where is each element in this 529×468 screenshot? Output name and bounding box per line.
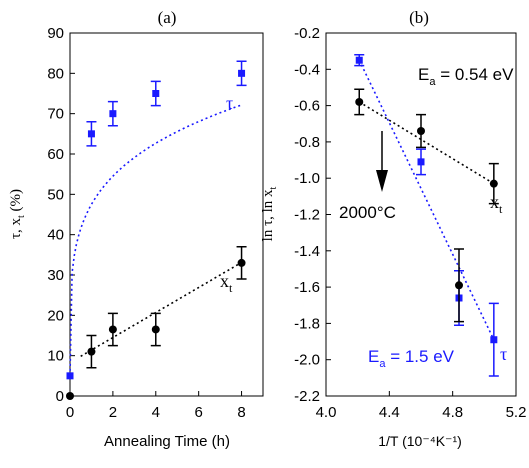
panel-b-point-tau bbox=[417, 158, 425, 166]
panel-a-ytick-label: 50 bbox=[47, 186, 64, 203]
panel-a-ytick-label: 20 bbox=[47, 307, 64, 324]
panel-a-point-tau bbox=[152, 90, 160, 97]
panel-a-ytick-label: 90 bbox=[47, 25, 64, 42]
panel-b-point-tau bbox=[490, 336, 498, 344]
panel-b-ytick-label: -1.4 bbox=[294, 243, 320, 260]
panel-b-ytick-label: -0.6 bbox=[294, 98, 320, 115]
panel-a-series bbox=[66, 60, 247, 400]
panel-a-ytick-label: 80 bbox=[47, 65, 64, 82]
panel-a-xlabel: Annealing Time (h) bbox=[104, 433, 230, 450]
panel-a-xt-series-label: xt bbox=[220, 271, 233, 295]
panel-a-ylabel: τ, xt (%) bbox=[8, 189, 27, 239]
panel-a-xtick-label: 4 bbox=[152, 404, 160, 421]
panel-b-point-xt bbox=[489, 179, 498, 188]
panel-b-ylabel: ln τ, ln xt bbox=[260, 186, 279, 241]
panel-b-point-tau bbox=[355, 56, 363, 64]
panel-b-ytick-label: -0.2 bbox=[294, 25, 320, 42]
panel-a-point-tau bbox=[109, 110, 117, 118]
panel-a-xtick-label: 0 bbox=[66, 404, 74, 421]
panel-b-xtick-label: 4.0 bbox=[316, 404, 337, 421]
panel-a-ytick-label: 0 bbox=[56, 388, 64, 405]
panel-b: (b) 4.0 4.4 4.8 5.2 -0.2 -0.4 -0.6 -0.8 -1.0 -1.2… bbox=[260, 8, 526, 449]
panel-b-fit-line bbox=[358, 59, 495, 341]
temperature-annotation: 2000°C bbox=[339, 203, 396, 222]
panel-a-point-tau bbox=[66, 372, 74, 380]
panel-a-label: (a) bbox=[158, 8, 177, 27]
panel-b-ytick-label: -2.2 bbox=[294, 388, 320, 405]
panel-b-ytick-label: -1.8 bbox=[294, 315, 320, 332]
panel-a-ytick-label: 60 bbox=[47, 146, 64, 163]
panel-b-ytick-label: -0.8 bbox=[294, 134, 320, 151]
panel-a-xtick-label: 8 bbox=[237, 404, 245, 421]
panel-b-ytick-label: -2.0 bbox=[294, 352, 320, 369]
panel-a-point-xt bbox=[87, 347, 96, 356]
temperature-arrow-head bbox=[376, 170, 388, 192]
panel-a-ytick-label: 10 bbox=[47, 348, 64, 365]
panel-a-point-xt bbox=[237, 258, 246, 267]
panel-a-tau-series-label: τ bbox=[226, 93, 233, 113]
panel-a-ytick-label: 70 bbox=[47, 106, 64, 123]
panel-b-xtick-label: 5.2 bbox=[506, 404, 527, 421]
panel-b-xlabel: 1/T (10⁻⁴K⁻¹) bbox=[378, 433, 462, 449]
panel-a-point-tau bbox=[238, 69, 246, 77]
panel-b-ytick-label: -0.4 bbox=[294, 61, 320, 78]
panel-b-xtick-label: 4.4 bbox=[379, 404, 400, 421]
panel-b-xt-series-label: xt bbox=[490, 192, 503, 216]
panel-b-series bbox=[354, 54, 499, 377]
panel-b-ytick-label: -1.2 bbox=[294, 207, 320, 224]
panel-b-point-xt bbox=[455, 281, 463, 290]
panel-b-tau-series-label: τ bbox=[500, 344, 507, 364]
panel-b-ytick-label: -1.0 bbox=[294, 170, 320, 187]
panel-a-ytick-label: 30 bbox=[47, 267, 64, 284]
panel-a-fit-line bbox=[80, 261, 242, 357]
panel-b-ticks: 4.0 4.4 4.8 5.2 -0.2 -0.4 -0.6 -0.8 -1.0 -1.2 -1.4… bbox=[294, 25, 526, 421]
panel-b-ytick-label: -1.6 bbox=[294, 279, 320, 296]
panel-b-label: (b) bbox=[409, 8, 429, 27]
ea-black-annotation: Ea = 0.54 eV bbox=[418, 65, 514, 88]
panel-a-ytick-label: 40 bbox=[47, 227, 64, 244]
panel-a-point-xt bbox=[66, 392, 74, 400]
panel-a-frame bbox=[69, 32, 264, 397]
panel-a-xtick-label: 6 bbox=[194, 404, 202, 421]
panel-b-point-xt bbox=[355, 97, 364, 106]
panel-a-point-xt bbox=[108, 325, 117, 334]
panel-b-fit-lines bbox=[358, 59, 495, 341]
panel-a-xtick-label: 2 bbox=[109, 404, 117, 421]
panel-a-point-tau bbox=[87, 130, 95, 138]
panel-a-fit-lines bbox=[69, 104, 242, 376]
panel-b-xtick-label: 4.8 bbox=[442, 404, 463, 421]
ea-blue-annotation: Ea = 1.5 eV bbox=[368, 347, 455, 370]
panel-a-point-xt bbox=[151, 325, 160, 334]
panel-b-fit-line bbox=[358, 101, 495, 185]
panel-b-point-xt bbox=[417, 127, 425, 136]
